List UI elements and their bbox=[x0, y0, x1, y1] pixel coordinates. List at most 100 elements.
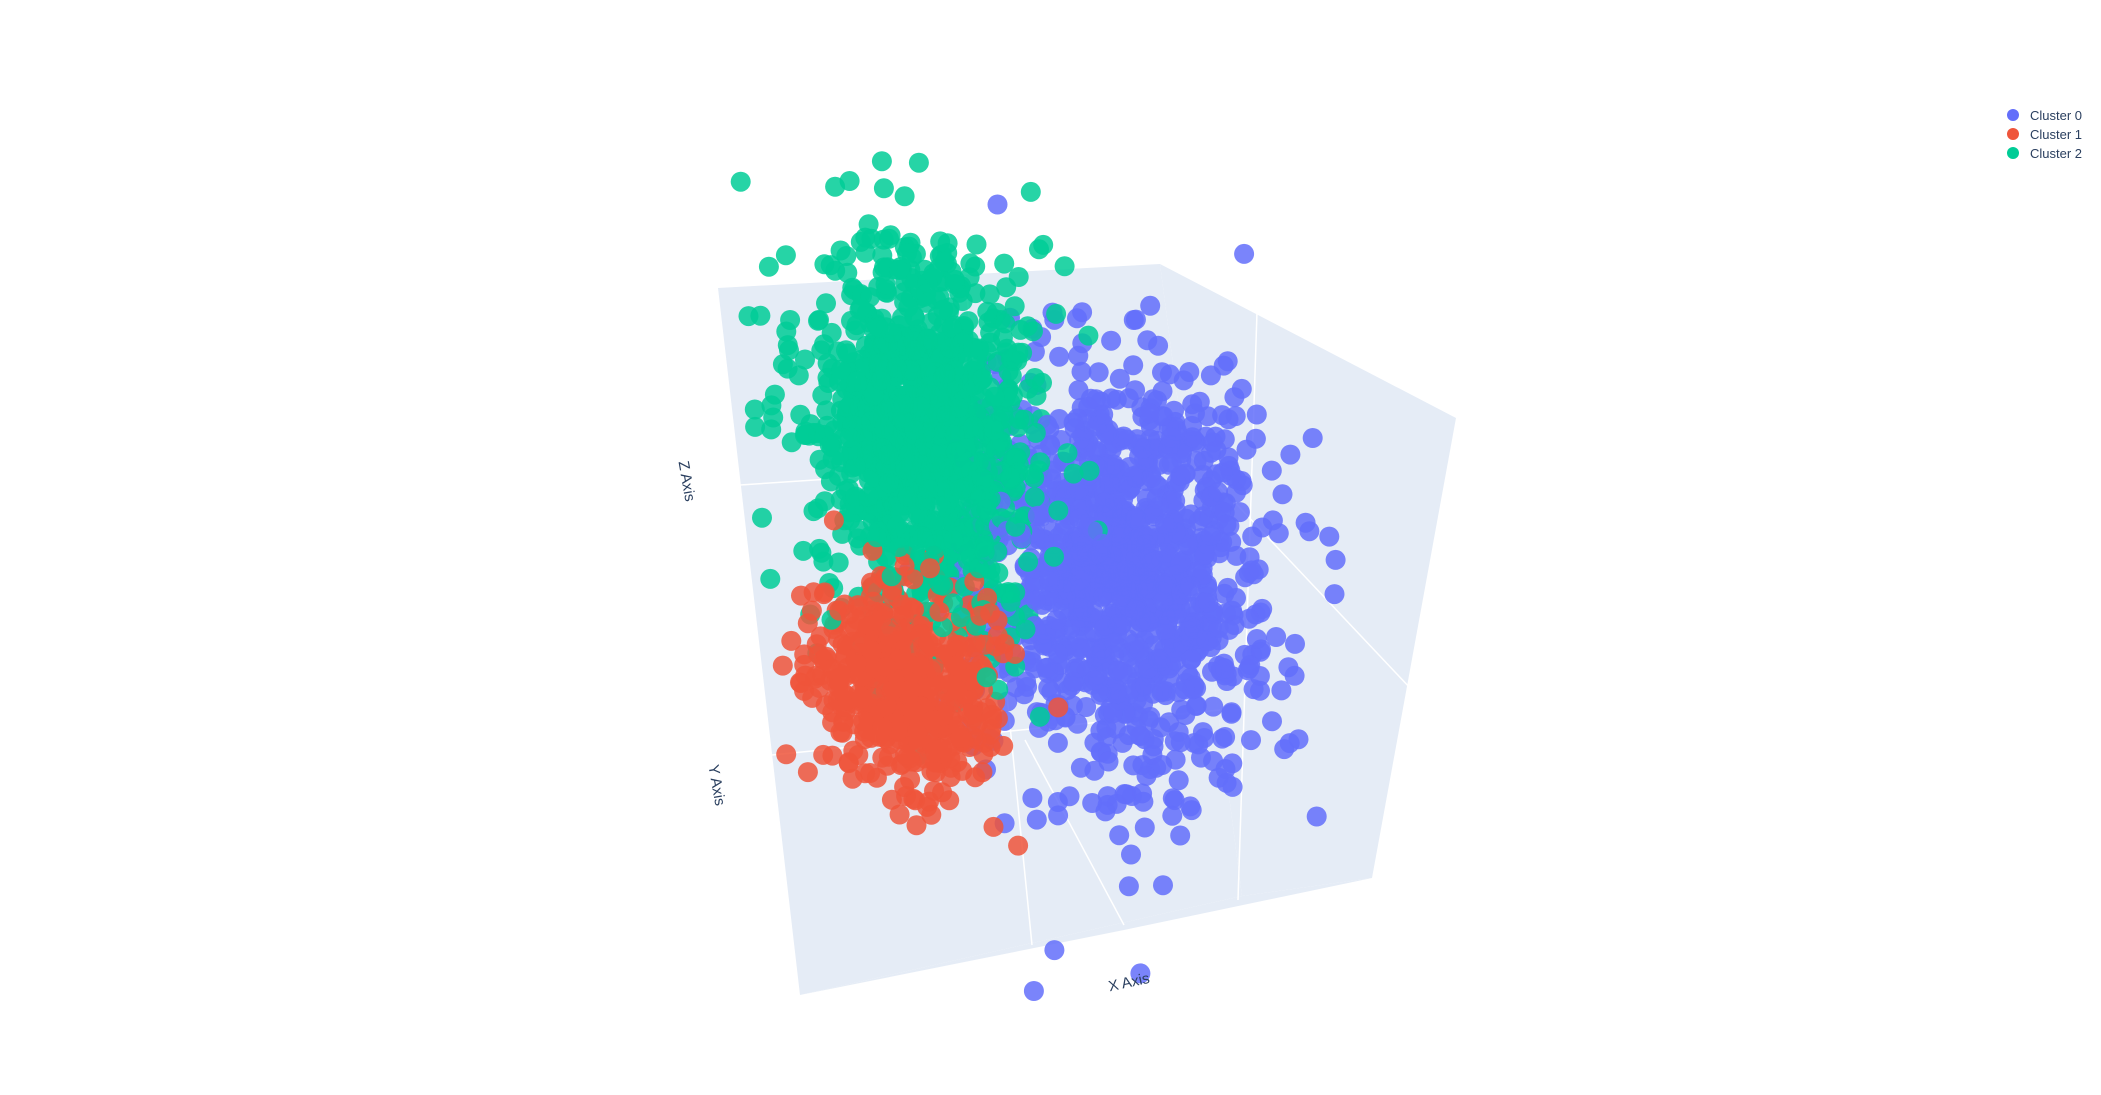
point-cluster-0 bbox=[1041, 468, 1062, 489]
point-cluster-1 bbox=[830, 663, 851, 684]
point-cluster-2 bbox=[760, 568, 781, 589]
point-cluster-1 bbox=[834, 594, 855, 615]
floor-pane bbox=[800, 878, 1372, 995]
point-cluster-2 bbox=[944, 269, 965, 290]
point-cluster-0 bbox=[1216, 514, 1237, 535]
point-cluster-0 bbox=[987, 194, 1008, 215]
point-cluster-2 bbox=[943, 530, 964, 551]
point-cluster-0 bbox=[1168, 682, 1189, 703]
point-cluster-2 bbox=[730, 171, 751, 192]
point-cluster-1 bbox=[853, 711, 874, 731]
point-cluster-2 bbox=[857, 440, 878, 460]
legend-item-cluster-0[interactable]: Cluster 0 bbox=[2007, 108, 2082, 123]
point-cluster-0 bbox=[1196, 630, 1217, 651]
point-cluster-0 bbox=[1129, 725, 1150, 746]
point-cluster-1 bbox=[900, 680, 921, 700]
point-cluster-0 bbox=[1133, 438, 1154, 459]
point-cluster-1 bbox=[878, 619, 899, 640]
point-cluster-2 bbox=[845, 456, 866, 476]
point-cluster-1 bbox=[919, 791, 939, 812]
point-cluster-2 bbox=[955, 438, 976, 459]
point-cluster-2 bbox=[994, 253, 1015, 274]
point-cluster-0 bbox=[1208, 481, 1228, 502]
point-cluster-2 bbox=[1004, 296, 1025, 317]
point-cluster-0 bbox=[1101, 330, 1122, 351]
point-cluster-2 bbox=[926, 445, 947, 466]
point-cluster-0 bbox=[1038, 677, 1059, 698]
point-cluster-0 bbox=[1049, 346, 1070, 367]
point-cluster-2 bbox=[944, 425, 965, 445]
point-cluster-0 bbox=[1234, 243, 1255, 264]
point-cluster-1 bbox=[838, 752, 859, 773]
point-cluster-0 bbox=[1189, 391, 1210, 412]
point-cluster-1 bbox=[1048, 697, 1069, 718]
point-cluster-2 bbox=[897, 486, 918, 507]
point-cluster-2 bbox=[932, 617, 953, 638]
legend-item-cluster-2[interactable]: Cluster 2 bbox=[2007, 146, 2082, 161]
point-cluster-2 bbox=[933, 299, 954, 320]
point-cluster-2 bbox=[878, 473, 899, 494]
point-cluster-2 bbox=[873, 178, 894, 199]
point-cluster-0 bbox=[1194, 728, 1215, 748]
point-cluster-2 bbox=[963, 416, 984, 437]
point-cluster-2 bbox=[859, 470, 879, 491]
legend-item-cluster-1[interactable]: Cluster 1 bbox=[2007, 127, 2082, 142]
point-cluster-1 bbox=[863, 591, 884, 612]
point-cluster-2 bbox=[846, 315, 867, 336]
point-cluster-1 bbox=[809, 644, 829, 665]
point-cluster-0 bbox=[1295, 512, 1316, 533]
point-cluster-2 bbox=[1026, 385, 1047, 406]
point-cluster-0 bbox=[1165, 650, 1186, 671]
point-cluster-2 bbox=[1029, 706, 1050, 727]
point-cluster-1 bbox=[983, 816, 1004, 837]
point-cluster-2 bbox=[1020, 181, 1041, 202]
point-cluster-0 bbox=[1133, 693, 1154, 714]
point-cluster-2 bbox=[750, 305, 771, 326]
point-cluster-0 bbox=[1241, 730, 1261, 751]
point-cluster-0 bbox=[1306, 806, 1327, 827]
point-cluster-2 bbox=[893, 394, 914, 415]
point-cluster-2 bbox=[825, 176, 846, 197]
point-cluster-0 bbox=[1069, 508, 1090, 529]
point-cluster-2 bbox=[830, 240, 851, 261]
point-cluster-2 bbox=[1054, 256, 1075, 277]
point-cluster-1 bbox=[900, 769, 921, 790]
point-cluster-0 bbox=[1044, 940, 1065, 961]
point-cluster-1 bbox=[906, 815, 927, 836]
point-cluster-2 bbox=[1005, 516, 1026, 537]
point-cluster-0 bbox=[1279, 733, 1300, 754]
point-cluster-0 bbox=[1162, 805, 1183, 826]
point-cluster-2 bbox=[1029, 239, 1049, 260]
point-cluster-0 bbox=[1108, 660, 1129, 681]
point-cluster-0 bbox=[1246, 629, 1267, 649]
point-cluster-0 bbox=[1025, 590, 1046, 611]
point-cluster-2 bbox=[850, 231, 871, 252]
point-cluster-1 bbox=[993, 643, 1014, 664]
point-cluster-0 bbox=[1262, 711, 1282, 732]
point-cluster-0 bbox=[1184, 618, 1204, 639]
y-axis-title: Y Axis bbox=[704, 763, 728, 807]
point-cluster-1 bbox=[814, 582, 835, 603]
point-cluster-2 bbox=[1063, 463, 1084, 484]
point-cluster-0 bbox=[1117, 560, 1138, 581]
legend[interactable]: Cluster 0 Cluster 1 Cluster 2 bbox=[2007, 108, 2082, 161]
point-cluster-0 bbox=[1036, 658, 1056, 678]
point-cluster-2 bbox=[1079, 460, 1100, 481]
point-cluster-0 bbox=[1221, 702, 1242, 723]
point-cluster-2 bbox=[845, 486, 866, 507]
point-cluster-0 bbox=[1215, 727, 1236, 747]
point-cluster-2 bbox=[966, 234, 987, 255]
point-cluster-2 bbox=[795, 349, 815, 370]
point-cluster-2 bbox=[1000, 467, 1020, 488]
point-cluster-0 bbox=[1090, 720, 1111, 741]
point-cluster-0 bbox=[1022, 788, 1043, 808]
point-cluster-0 bbox=[1246, 404, 1267, 425]
point-cluster-2 bbox=[1057, 443, 1078, 464]
point-cluster-2 bbox=[880, 225, 901, 246]
point-cluster-2 bbox=[849, 520, 870, 541]
point-cluster-1 bbox=[894, 556, 915, 577]
point-cluster-2 bbox=[828, 552, 849, 573]
point-cluster-0 bbox=[1071, 361, 1092, 382]
point-cluster-0 bbox=[1168, 770, 1189, 791]
